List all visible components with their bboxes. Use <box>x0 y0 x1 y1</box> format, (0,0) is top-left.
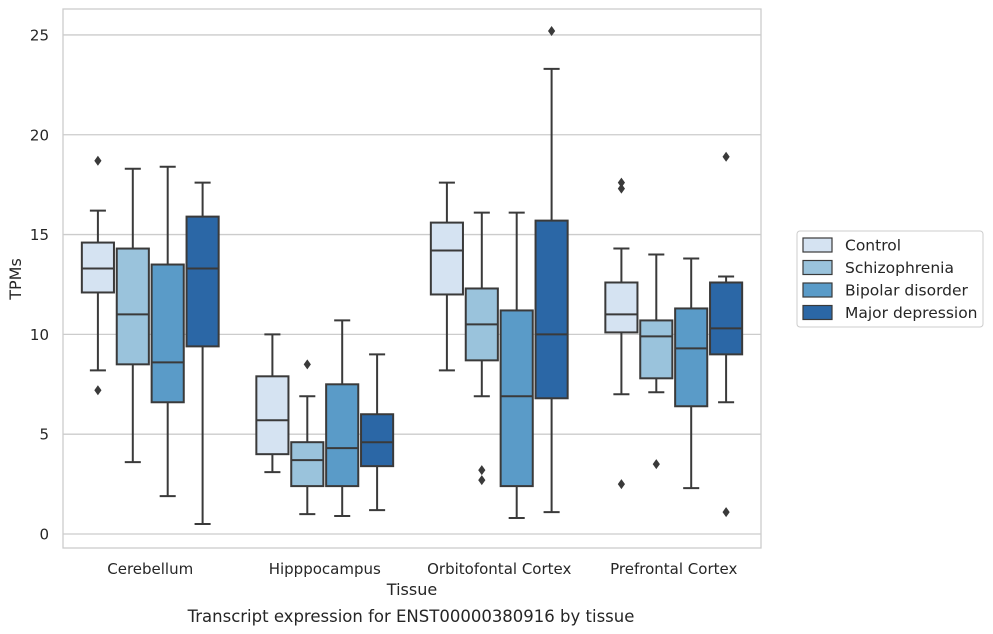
legend-label: Schizophrenia <box>845 259 954 277</box>
box-schizophrenia <box>639 253 674 470</box>
x-tick-label: Hipppocampus <box>269 560 381 578</box>
box-control <box>604 177 639 490</box>
y-tick-label: 25 <box>30 26 49 44</box>
outlier-point <box>548 25 556 36</box>
iqr-box <box>115 247 150 366</box>
iqr-box <box>325 383 360 488</box>
box-bipolar-disorder <box>325 319 360 518</box>
outlier-point <box>478 465 486 476</box>
iqr-box <box>674 307 709 408</box>
box-schizophrenia <box>290 359 325 516</box>
y-tick-label: 5 <box>39 426 49 444</box>
outlier-point <box>652 459 660 470</box>
tick-labels: 0 5 10 15 20 25 Cerebellum Hipppocampus Orbitofo… <box>30 26 738 578</box>
box-bipolar-disorder <box>674 257 709 490</box>
iqr-box <box>429 221 464 296</box>
legend-label: Control <box>845 237 901 255</box>
box-major-depression <box>360 353 395 512</box>
box-bipolar-disorder <box>150 165 185 498</box>
iqr-box <box>150 263 185 404</box>
x-tick-label: Cerebellum <box>107 560 193 578</box>
legend-label: Bipolar disorder <box>845 282 969 300</box>
iqr-box <box>534 219 569 400</box>
box-schizophrenia <box>464 211 499 486</box>
legend-swatch <box>802 237 833 253</box>
plot-frame <box>62 8 762 549</box>
iqr-box <box>604 281 639 334</box>
chart-caption: Transcript expression for ENST0000038091… <box>187 607 635 626</box>
outlier-point <box>94 155 102 166</box>
iqr-box <box>499 309 534 488</box>
outlier-point <box>722 507 730 518</box>
legend-swatch <box>802 282 833 298</box>
legend-item-schizophrenia: Schizophrenia <box>802 259 954 277</box>
box-groups <box>80 25 744 526</box>
legend-frame <box>796 230 984 328</box>
legend-item-bipolar-disorder: Bipolar disorder <box>802 282 969 300</box>
legend: Control Schizophrenia Bipolar disorder Majo… <box>796 230 984 328</box>
box-bipolar-disorder <box>499 211 534 520</box>
y-tick-label: 0 <box>39 526 49 544</box>
iqr-box <box>360 413 395 468</box>
x-tick-label: Prefrontal Cortex <box>610 560 737 578</box>
outlier-point <box>617 183 625 194</box>
box-control <box>255 333 290 474</box>
box-major-depression <box>534 25 569 514</box>
iqr-box <box>639 319 674 380</box>
x-axis-title: Tissue <box>386 580 437 599</box>
iqr-box <box>709 281 744 356</box>
outlier-point <box>94 385 102 396</box>
outlier-point <box>478 475 486 486</box>
box-major-depression <box>185 181 220 526</box>
outlier-point <box>617 479 625 490</box>
box-schizophrenia <box>115 167 150 464</box>
y-tick-label: 20 <box>30 126 49 144</box>
iqr-box <box>185 215 220 348</box>
x-tick-label: Orbitofontal Cortex <box>427 560 571 578</box>
outlier-point <box>303 359 311 370</box>
y-tick-label: 15 <box>30 226 49 244</box>
y-axis-title: TPMs <box>6 258 25 301</box>
legend-swatch <box>802 304 833 321</box>
outlier-point <box>722 151 730 162</box>
box-control <box>80 155 115 396</box>
legend-item-major-depression: Major depression <box>802 304 978 322</box>
legend-item-control: Control <box>802 237 901 255</box>
outlier-point <box>617 177 625 188</box>
legend-label: Major depression <box>845 304 978 322</box>
iqr-box <box>255 375 290 456</box>
iqr-box <box>290 441 325 488</box>
box-major-depression <box>709 151 744 518</box>
y-tick-label: 10 <box>30 326 49 344</box>
box-control <box>429 181 464 372</box>
legend-swatch <box>802 259 833 276</box>
